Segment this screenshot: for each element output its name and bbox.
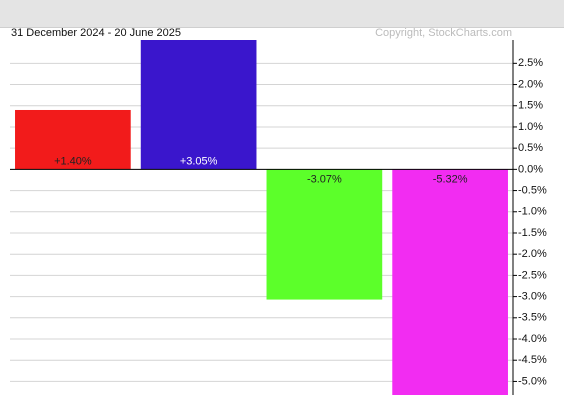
- top-bar-border: [0, 27, 564, 28]
- top-bar: [0, 0, 564, 28]
- y-tick-label: -4.0%: [518, 333, 547, 345]
- y-tick-label: -1.0%: [518, 206, 547, 218]
- y-tick-label: 0.0%: [518, 163, 543, 175]
- y-tick-label: 2.0%: [518, 78, 543, 90]
- bar: [15, 109, 131, 170]
- y-tick-label: -4.5%: [518, 354, 547, 366]
- y-tick-label: -2.5%: [518, 269, 547, 281]
- y-tick-label: -3.0%: [518, 291, 547, 303]
- bar: [392, 169, 508, 395]
- chart-subtitle: 31 December 2024 - 20 June 2025: [11, 27, 181, 39]
- value-label: -5.32%: [433, 173, 468, 185]
- y-tick-label: -2.0%: [518, 248, 547, 260]
- value-label: +3.05%: [180, 155, 218, 167]
- y-tick-label: 1.5%: [518, 100, 543, 112]
- y-tick-label: -3.5%: [518, 312, 547, 324]
- bar: [140, 40, 257, 170]
- value-label: -3.07%: [307, 173, 342, 185]
- value-label: +1.40%: [54, 155, 92, 167]
- y-tick-label: 1.0%: [518, 121, 543, 133]
- credit: Copyright, StockCharts.com: [375, 27, 512, 39]
- y-tick-label: -1.5%: [518, 227, 547, 239]
- y-tick-label: -5.0%: [518, 375, 547, 387]
- bar: [266, 169, 383, 300]
- y-tick-label: -0.5%: [518, 184, 547, 196]
- y-tick-label: 2.5%: [518, 57, 543, 69]
- y-tick-label: 0.5%: [518, 142, 543, 154]
